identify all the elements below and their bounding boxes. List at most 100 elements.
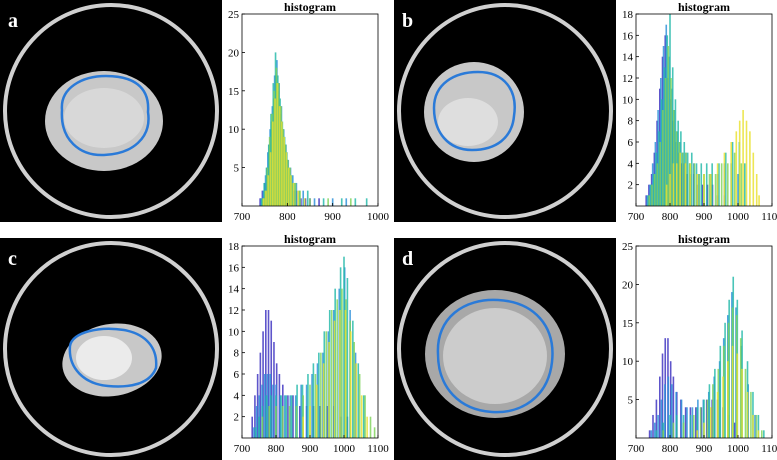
histogram-bar — [652, 174, 655, 206]
histogram-bar — [254, 395, 256, 438]
histogram-bar — [343, 256, 345, 438]
x-tick-label: 800 — [268, 443, 285, 455]
histogram-bar — [651, 163, 654, 206]
ct-image-a: a — [0, 0, 222, 222]
ct-scan-d — [397, 241, 613, 457]
histogram-bar — [647, 195, 650, 206]
histogram-bar — [366, 416, 368, 438]
scanner-ring — [3, 241, 219, 457]
histogram-bar — [303, 198, 306, 206]
histogram-bar — [763, 430, 765, 438]
histogram-bar — [705, 163, 708, 206]
y-tick-label: 6 — [628, 137, 634, 149]
histogram-bar — [672, 422, 675, 438]
histogram-bar — [683, 142, 686, 206]
histogram-bar — [693, 163, 696, 206]
histogram-bar — [691, 407, 694, 438]
histogram-d: histogram 700 800 900 1000 1100 5 10 15 20 25 — [616, 232, 777, 460]
x-tick-label: 700 — [628, 211, 645, 223]
histogram-bar — [262, 198, 264, 206]
roi-outline — [436, 298, 554, 414]
ct-image-d: d — [394, 238, 616, 460]
histogram-bar — [723, 152, 726, 206]
histogram-bar — [281, 121, 283, 206]
histogram-bar — [340, 198, 343, 206]
histogram-bar — [362, 395, 365, 438]
histogram-bar — [265, 310, 267, 438]
histogram-bar — [714, 368, 716, 438]
y-tick-label: 16 — [228, 262, 240, 274]
histogram-bar — [700, 163, 703, 206]
histogram-bar — [360, 395, 363, 438]
histogram-bar — [758, 195, 760, 206]
ct-image-c: c — [0, 238, 222, 460]
histogram-bar — [659, 142, 661, 206]
histogram-bar — [286, 159, 289, 206]
x-tick-label: 1100 — [367, 443, 389, 455]
series-4 — [262, 83, 306, 206]
histogram-bar — [259, 198, 261, 206]
histogram-bar — [706, 399, 709, 438]
histogram-bar — [306, 190, 309, 206]
histogram-bar — [298, 190, 300, 206]
histogram-bar — [648, 195, 651, 206]
histogram-bar — [655, 152, 658, 206]
histogram-bar — [318, 198, 320, 206]
histogram-a: histogram 700 800 900 1000 5 10 15 20 25 — [222, 0, 390, 228]
histogram-bar — [292, 395, 294, 438]
histogram-bar — [686, 152, 689, 206]
histogram-bar — [749, 131, 751, 206]
histogram-bar — [738, 120, 741, 206]
y-tick-label: 15 — [228, 86, 240, 98]
histogram-bar — [369, 416, 372, 438]
x-tick-label: 900 — [696, 211, 713, 223]
y-tick-label: 18 — [622, 9, 634, 21]
histogram-bar — [333, 320, 336, 438]
x-tick-label: 1100 — [761, 211, 777, 223]
histogram-bar — [699, 407, 702, 438]
histogram-bar — [302, 190, 305, 206]
y-tick-label: 20 — [228, 47, 240, 59]
series-4 — [696, 345, 760, 438]
histogram-bar — [689, 163, 692, 206]
histogram-bar — [299, 406, 301, 438]
histogram-bar — [289, 167, 291, 206]
histogram-bar — [268, 136, 271, 206]
histogram-bar — [312, 363, 315, 438]
histogram-bar — [353, 342, 355, 438]
histogram-bar — [295, 182, 298, 206]
histogram-bar — [676, 414, 678, 438]
y-tick-label: 20 — [622, 279, 634, 291]
histogram-bar — [645, 195, 647, 206]
histogram-bar — [336, 299, 338, 438]
histogram-bar — [689, 414, 692, 438]
histogram-bar — [358, 374, 361, 438]
histogram-bar — [259, 352, 262, 438]
histogram-bar — [755, 174, 758, 206]
histogram-bar — [755, 414, 758, 438]
histogram-bar — [701, 184, 704, 206]
y-tick-label: 5 — [628, 395, 634, 407]
y-tick-label: 25 — [228, 9, 240, 21]
y-tick-label: 2 — [628, 180, 634, 192]
histogram-bar — [650, 184, 652, 206]
histogram-bar — [724, 152, 727, 206]
histogram-bar — [265, 167, 268, 206]
x-tick-label: 700 — [234, 443, 251, 455]
histogram-bar — [264, 190, 266, 206]
trabecular-region — [438, 98, 498, 146]
histogram-bar — [669, 174, 671, 206]
histogram-bar — [698, 174, 701, 206]
histogram-bar — [272, 121, 274, 206]
histogram-bar — [282, 406, 284, 438]
histogram-bar — [720, 163, 723, 206]
y-tick-label: 12 — [622, 73, 633, 85]
histogram-bar — [671, 67, 674, 206]
histogram-bar — [696, 407, 698, 438]
chart-title: histogram — [284, 0, 336, 14]
histogram-bar — [285, 152, 288, 206]
histogram-bar — [676, 163, 678, 206]
histogram-b: histogram 700 800 900 1000 1100 2 4 6 8 10 12 14 16 18 — [616, 0, 777, 228]
histogram-bar — [277, 83, 280, 206]
x-tick-label: 1000 — [333, 443, 356, 455]
